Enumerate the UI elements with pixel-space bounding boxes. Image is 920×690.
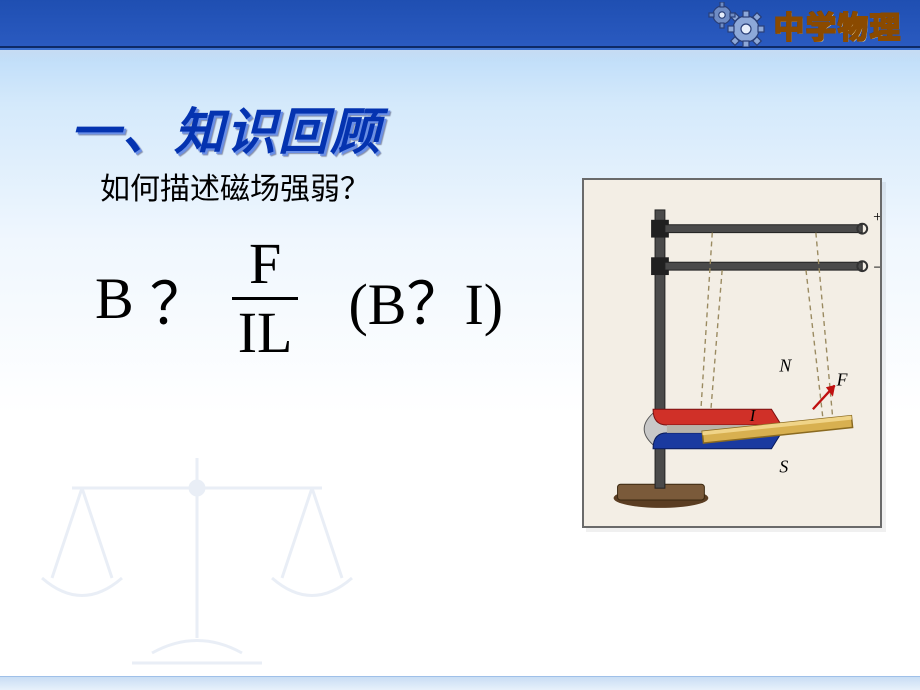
label-F: F [836, 370, 848, 390]
slide-title: 一、知识回顾 [70, 92, 382, 164]
apparatus-figure: + − [582, 178, 882, 528]
terminal-plus: + [873, 209, 880, 226]
formula: B ？ F IL (B？I) [95, 235, 503, 362]
slide: 中学物理 一、知识回顾 如何描述磁场强弱？ B ？ F IL (B？I) + [0, 0, 920, 690]
formula-numerator: F [243, 235, 287, 297]
bottom-bar [0, 676, 920, 690]
header-underline [0, 48, 920, 62]
formula-lhs: B [95, 265, 134, 332]
formula-fraction: F IL [232, 235, 299, 362]
slide-subtitle: 如何描述磁场强弱？ [100, 164, 370, 208]
label-N: N [778, 356, 792, 376]
gears-icon [706, 2, 768, 47]
terminal-minus: − [873, 257, 880, 277]
logo-area: 中学物理 [706, 2, 902, 47]
formula-condition: (B？I) [348, 257, 503, 341]
label-S: S [779, 456, 788, 476]
logo-text: 中学物理 [774, 3, 902, 47]
formula-question-1: ？ [150, 257, 208, 341]
watermark-scale [12, 428, 382, 688]
formula-denominator: IL [232, 297, 299, 362]
